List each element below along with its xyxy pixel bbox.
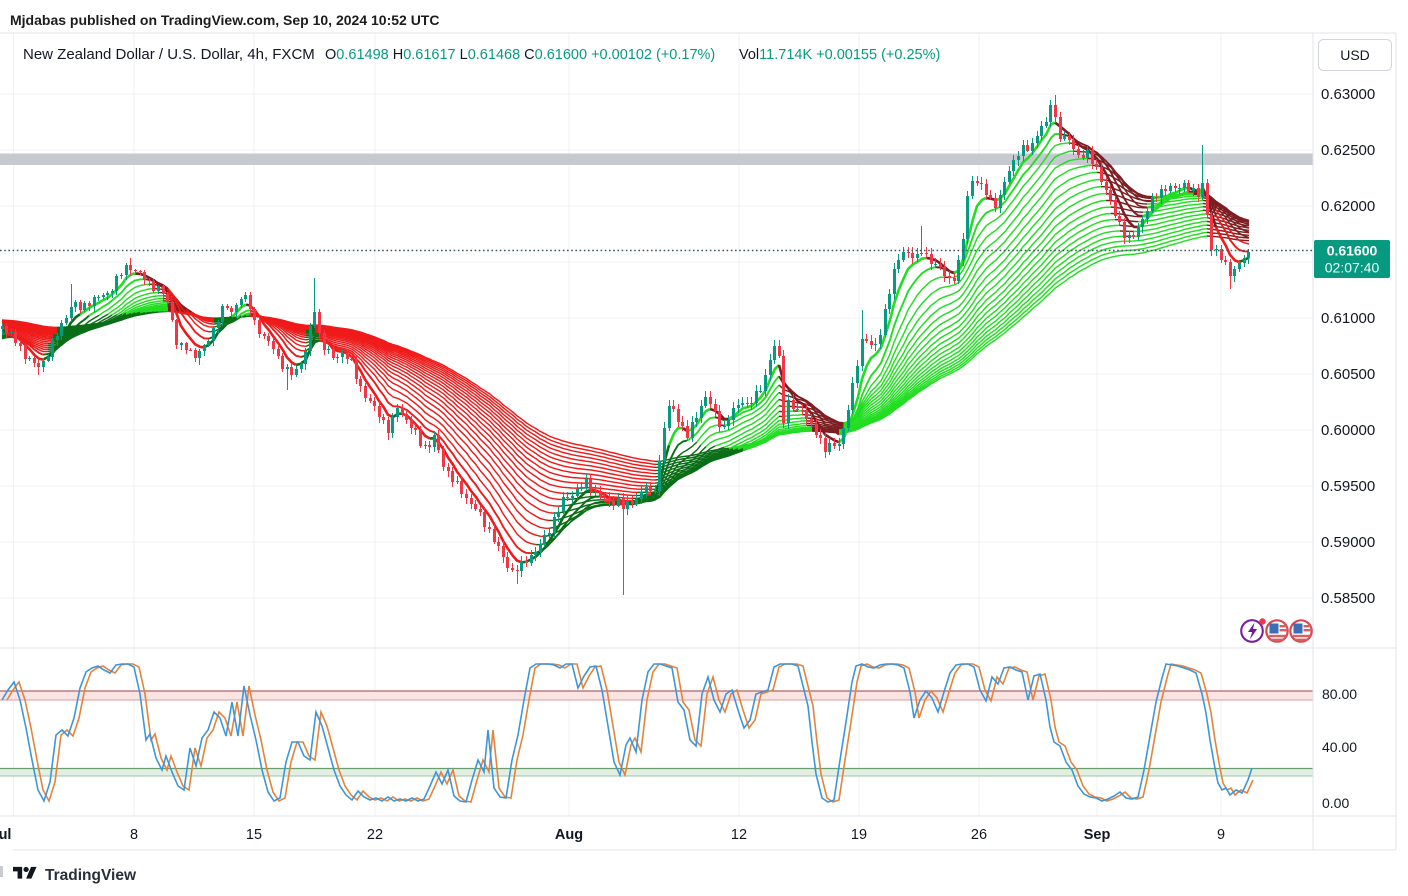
svg-text:0.61000: 0.61000 xyxy=(1321,310,1375,327)
svg-text:02:07:40: 02:07:40 xyxy=(1325,260,1380,276)
svg-text:O0.61498 H0.61617 L0.61468: O0.61498 H0.61617 L0.61468 C0.61600 +0.0… xyxy=(325,47,715,63)
svg-text:ul: ul xyxy=(0,827,11,843)
svg-text:0.58500: 0.58500 xyxy=(1321,590,1375,607)
svg-text:80.00: 80.00 xyxy=(1322,686,1357,702)
svg-text:0.62000: 0.62000 xyxy=(1321,198,1375,215)
svg-text:9: 9 xyxy=(1217,827,1225,843)
svg-text:0.59000: 0.59000 xyxy=(1321,534,1375,551)
svg-text:Aug: Aug xyxy=(555,827,583,843)
svg-text:New Zealand Dollar / U.S. Doll: New Zealand Dollar / U.S. Dollar, 4h, FX… xyxy=(23,46,315,63)
svg-text:Vol11.714K +0.00155 (+0.25%): Vol11.714K +0.00155 (+0.25%) xyxy=(739,47,940,63)
svg-text:0.59500: 0.59500 xyxy=(1321,478,1375,495)
svg-text:19: 19 xyxy=(851,827,867,843)
svg-text:TradingView: TradingView xyxy=(45,867,137,884)
svg-text:0.60000: 0.60000 xyxy=(1321,422,1375,439)
svg-text:0.62500: 0.62500 xyxy=(1321,142,1375,159)
svg-text:8: 8 xyxy=(130,827,138,843)
svg-text:12: 12 xyxy=(731,827,747,843)
svg-text:26: 26 xyxy=(971,827,987,843)
svg-text:0.61600: 0.61600 xyxy=(1327,243,1378,259)
svg-text:USD: USD xyxy=(1340,47,1370,63)
svg-text:22: 22 xyxy=(367,827,383,843)
svg-text:40.00: 40.00 xyxy=(1322,739,1357,755)
svg-text:Sep: Sep xyxy=(1084,827,1111,843)
svg-text:0.63000: 0.63000 xyxy=(1321,86,1375,103)
svg-text:0.60500: 0.60500 xyxy=(1321,366,1375,383)
svg-text:15: 15 xyxy=(246,827,262,843)
svg-text:Mjdabas published on TradingVi: Mjdabas published on TradingView.com, Se… xyxy=(10,12,439,28)
svg-text:0.00: 0.00 xyxy=(1322,795,1349,811)
